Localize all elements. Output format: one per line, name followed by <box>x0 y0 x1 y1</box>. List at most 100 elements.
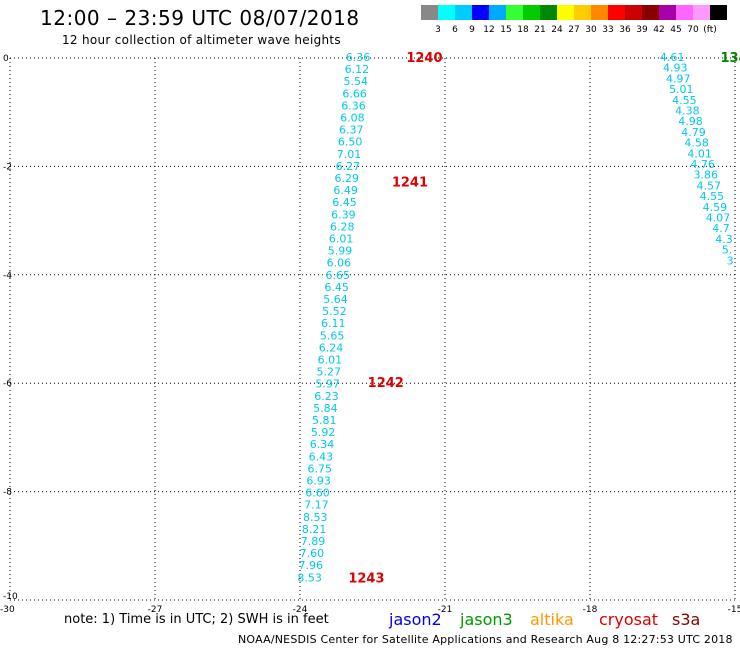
wave-height-value: 7.60 <box>300 547 325 560</box>
wave-height-value: 4.3 <box>715 233 733 246</box>
legend-swatch <box>438 5 455 20</box>
wave-height-value: 6.11 <box>321 317 346 330</box>
pass-number-label: 1240 <box>406 51 442 66</box>
wave-height-value: 4.38 <box>675 104 700 117</box>
wave-height-value: 4.76 <box>690 158 715 171</box>
wave-height-value: 6.39 <box>331 208 356 221</box>
x-tick-label: -27 <box>148 605 163 615</box>
legend-swatch <box>557 5 574 20</box>
wave-height-value: 4.98 <box>678 115 703 128</box>
wave-height-value: 6.49 <box>333 184 358 197</box>
wave-height-value: 6.93 <box>306 475 331 488</box>
wave-height-value: 5.97 <box>315 378 340 391</box>
wave-height-value: 6.45 <box>332 196 357 209</box>
wave-height-value: 4.07 <box>706 211 731 224</box>
pass-number-label: 1348 <box>721 51 740 66</box>
x-tick-label: -24 <box>293 605 308 615</box>
satellite-label-s3a: s3a <box>672 610 701 629</box>
wave-height-value: 6.01 <box>318 354 343 367</box>
wave-height-value: 6.29 <box>335 172 360 185</box>
wave-height-value: 7.96 <box>299 559 324 572</box>
wave-height-value: 7.01 <box>337 148 362 161</box>
x-tick-label: -21 <box>438 605 453 615</box>
wave-height-value: 6.23 <box>314 390 339 403</box>
legend-label: 3 <box>435 25 441 35</box>
legend-swatch <box>591 5 608 20</box>
wave-height-value: 6.36 <box>346 51 371 64</box>
legend-swatch <box>710 5 727 20</box>
legend-label: 33 <box>602 25 614 35</box>
wave-height-value: 5.81 <box>312 414 337 427</box>
wave-height-value: 5.84 <box>313 402 338 415</box>
pass-number-label: 1242 <box>368 376 404 391</box>
wave-height-value: 5.65 <box>320 329 345 342</box>
wave-height-value: 6.12 <box>345 63 370 76</box>
wave-height-value: 7.89 <box>301 535 326 548</box>
wave-height-value: 4.58 <box>684 137 709 150</box>
wave-height-value: 4.55 <box>700 190 725 203</box>
x-tick-label: -15 <box>728 605 740 615</box>
legend-swatch <box>455 5 472 20</box>
legend-swatch <box>540 5 557 20</box>
legend-label: 9 <box>469 25 475 35</box>
legend-label: 42 <box>653 25 665 35</box>
pass-number-label: 1241 <box>392 176 428 191</box>
wave-height-value: 6.08 <box>340 112 365 125</box>
y-tick-label: -4 <box>3 271 12 281</box>
legend-label: (ft) <box>703 25 717 35</box>
legend-swatch <box>642 5 659 20</box>
wave-height-value: 6.75 <box>308 462 333 475</box>
wave-height-value: 3.86 <box>693 169 718 182</box>
legend-label: 27 <box>568 25 580 35</box>
wave-height-value: 5.99 <box>328 245 353 258</box>
footer-note: note: 1) Time is in UTC; 2) SWH is in fe… <box>64 612 329 627</box>
credit-line: NOAA/NESDIS Center for Satellite Applica… <box>238 633 733 646</box>
y-tick-label: -6 <box>3 379 12 389</box>
wave-height-value: 6.28 <box>330 220 355 233</box>
wave-height-value: 3 <box>727 254 734 267</box>
legend-label: 39 <box>636 25 648 35</box>
wave-height-value: 4.97 <box>666 72 691 85</box>
wave-height-value: 7.17 <box>304 499 329 512</box>
y-tick-label: -10 <box>3 592 18 602</box>
wave-height-value: 4.55 <box>672 94 697 107</box>
wave-height-value: 6.50 <box>338 136 363 149</box>
legend-label: 6 <box>452 25 458 35</box>
wave-height-value: 4.7 <box>712 222 730 235</box>
legend-swatch <box>625 5 642 20</box>
legend-label: 45 <box>670 25 682 35</box>
y-tick-label: -8 <box>3 488 12 498</box>
legend-label: 15 <box>500 25 512 35</box>
wave-height-value: 6.65 <box>326 269 351 282</box>
legend-label: 70 <box>687 25 699 35</box>
wave-height-value: 4.59 <box>703 201 728 214</box>
satellite-label-jason2: jason2 <box>389 610 442 629</box>
wave-height-value: 4.93 <box>663 62 688 75</box>
wave-height-value: 6.01 <box>329 233 354 246</box>
chart-title: 12:00 – 23:59 UTC 08/07/2018 <box>40 6 360 30</box>
wave-height-value: 5. <box>722 244 733 257</box>
wave-height-value: 4.57 <box>697 179 722 192</box>
legend-label: 21 <box>534 25 546 35</box>
x-tick-label: -18 <box>583 605 598 615</box>
legend-label: 18 <box>517 25 529 35</box>
wave-height-value: 6.06 <box>327 257 352 270</box>
legend-swatch <box>489 5 506 20</box>
wave-height-value: 6.37 <box>339 124 364 137</box>
wave-height-value: 8.53 <box>297 571 322 584</box>
wave-height-value: 6.36 <box>341 99 366 112</box>
y-tick-label: 0 <box>3 54 9 64</box>
legend-swatch <box>574 5 591 20</box>
y-tick-label: -2 <box>3 162 12 172</box>
wave-height-value: 4.79 <box>681 126 706 139</box>
wave-height-value: 6.60 <box>305 487 330 500</box>
legend-swatch <box>676 5 693 20</box>
wave-height-value: 6.27 <box>336 160 361 173</box>
wave-height-value: 5.27 <box>317 366 342 379</box>
wave-height-value: 5.01 <box>669 83 694 96</box>
wave-height-value: 8.21 <box>302 523 327 536</box>
satellite-label-cryosat: cryosat <box>599 610 659 629</box>
wave-height-value: 6.66 <box>342 87 367 100</box>
legend-label: 12 <box>483 25 495 35</box>
